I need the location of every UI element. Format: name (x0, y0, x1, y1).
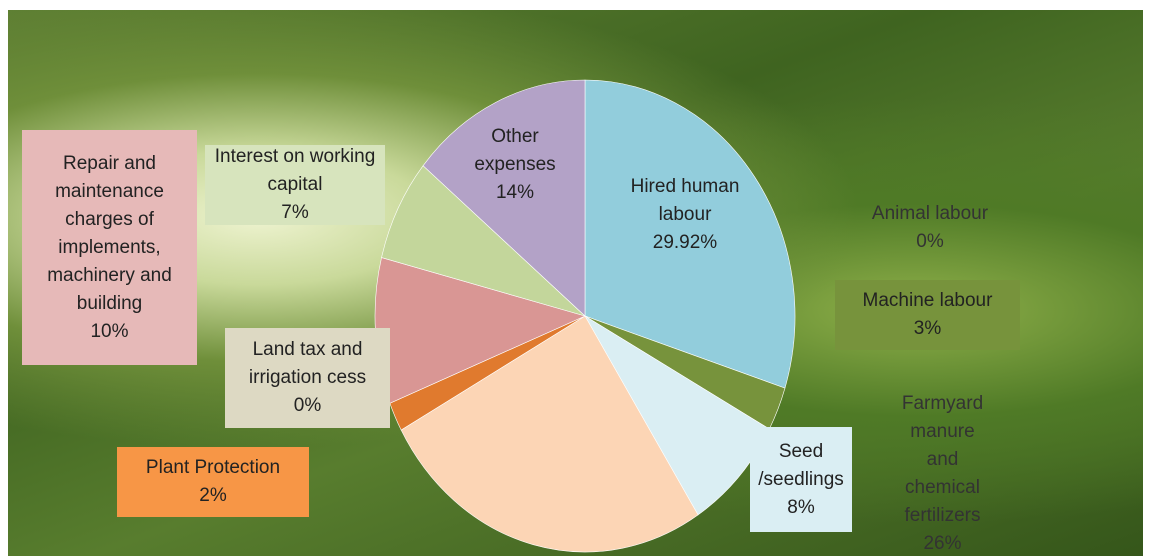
slice-value-label: 14% (495, 182, 535, 203)
slice-value-label: 10% (90, 320, 129, 342)
slice-label: Repair and maintenance charges of implem… (22, 130, 197, 365)
slice-category-label: Machine labour (862, 290, 993, 311)
slice-label: Land tax and irrigation cess 0% (225, 328, 390, 428)
slice-value-label: 3% (913, 318, 942, 339)
slice-category-label: Interest on working capital (214, 146, 376, 195)
slice-label: Animal labour 0% (845, 195, 1015, 260)
slice-value-label: 26% (923, 533, 962, 554)
slice-category-label: Farmyard manure and chemical fertilizers (901, 393, 984, 526)
slice-category-label: Hired human labour (630, 176, 740, 225)
slice-label: Machine labour 3% (835, 280, 1020, 350)
pie-slice (584, 79, 796, 389)
slice-value-label: 0% (293, 395, 322, 416)
slice-label: Plant Protection 2% (117, 447, 309, 517)
slice-category-label: Other expenses (474, 126, 556, 175)
pie-slice (381, 165, 586, 317)
slice-value-label: 29.92% (652, 232, 718, 253)
slice-value-label: 2% (199, 485, 227, 506)
slice-category-label: Plant Protection (145, 457, 281, 478)
slice-category-label: Seed /seedlings (758, 440, 844, 490)
slice-label: Seed /seedlings 8% (750, 427, 852, 532)
slice-value-label: 7% (281, 202, 309, 223)
pie-slice (400, 315, 699, 553)
pie-slice (422, 79, 586, 317)
slice-label: Hired human labour 29.92% (605, 150, 765, 280)
slice-category-label: Animal labour (871, 202, 989, 224)
slice-category-label: Land tax and irrigation cess (248, 339, 367, 388)
slice-label: Farmyard manure and chemical fertilizers… (890, 392, 995, 556)
slice-value-label: 0% (916, 230, 944, 252)
slice-value-label: 8% (787, 496, 815, 518)
slice-label: Other expenses 14% (445, 110, 585, 220)
slice-label: Interest on working capital 7% (205, 145, 385, 225)
slice-category-label: Repair and maintenance charges of implem… (47, 152, 172, 314)
